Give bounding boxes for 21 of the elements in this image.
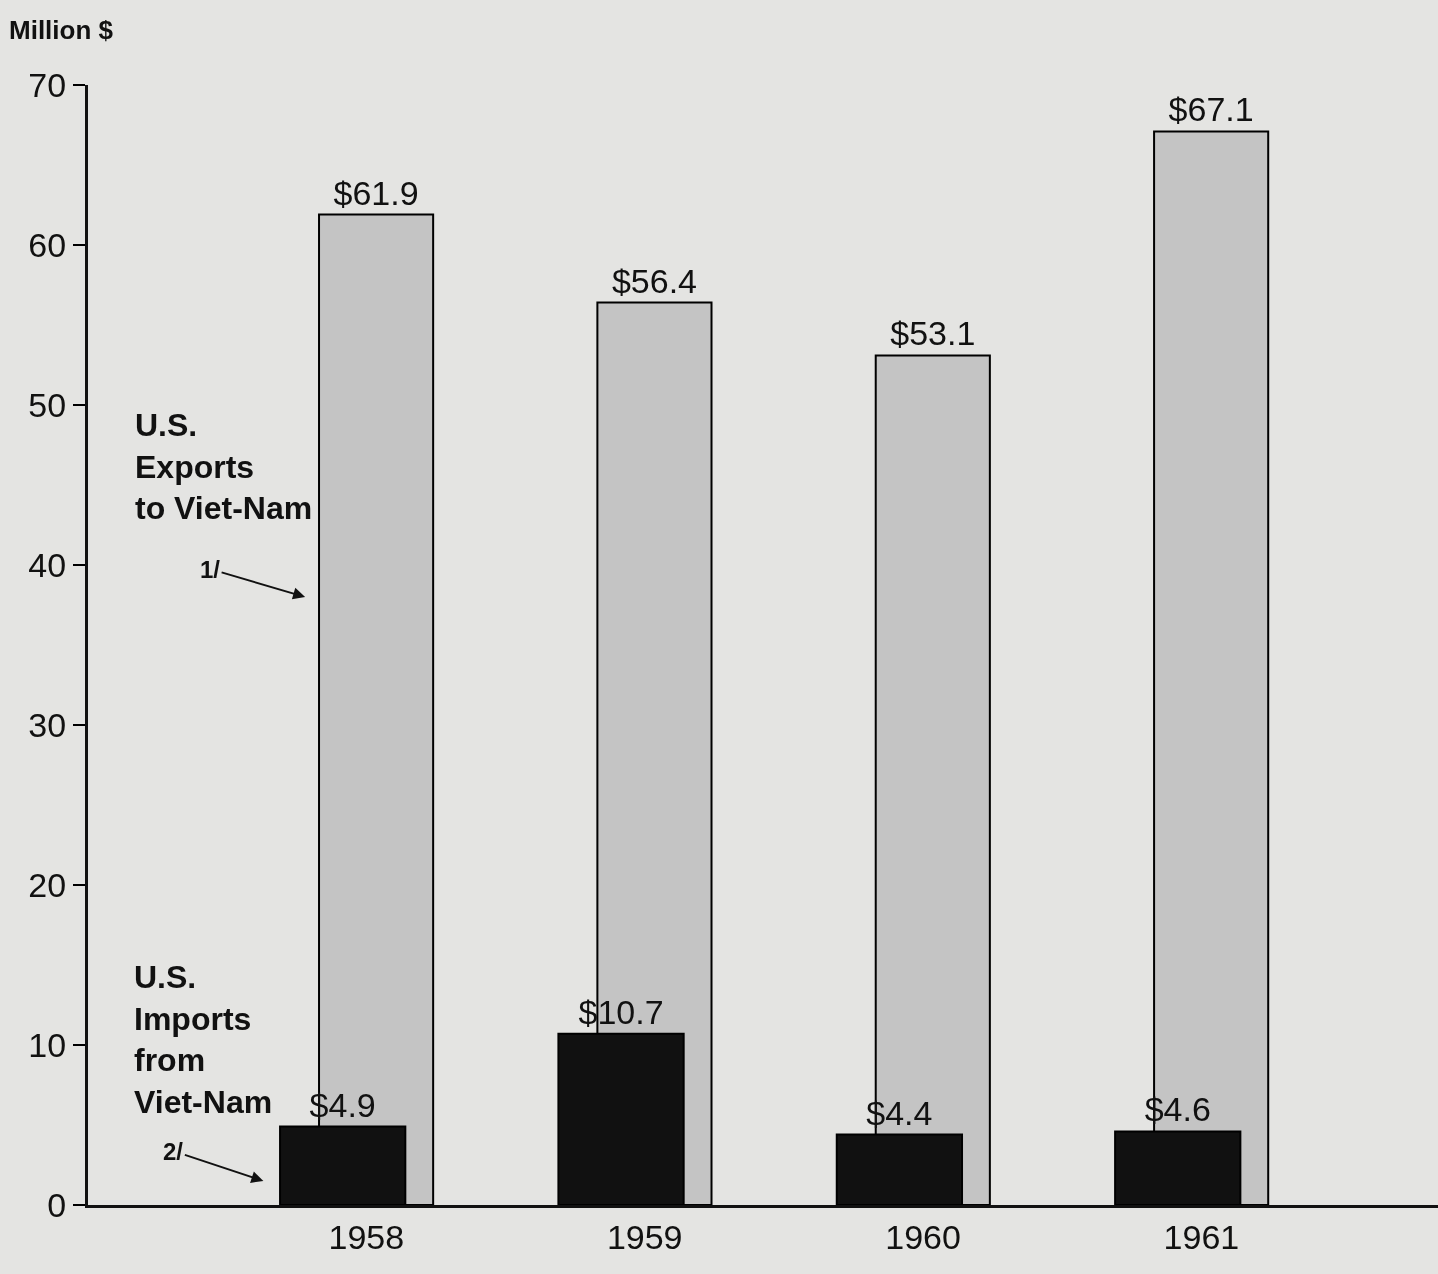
data-label: $56.4 [611, 261, 697, 300]
data-label: $61.9 [333, 173, 419, 212]
y-tick-label: 30 [28, 705, 67, 744]
x-tick-label: 1961 [1163, 1217, 1240, 1256]
y-tick-label: 60 [28, 225, 67, 264]
x-tick-label: 1958 [328, 1217, 405, 1256]
y-axis-title: Million $ [9, 15, 114, 45]
data-label: $67.1 [1168, 90, 1254, 129]
series-label: U.S. Exports to Viet-Nam [135, 407, 313, 527]
y-tick-label: 50 [28, 385, 67, 424]
y-tick-label: 40 [28, 545, 67, 584]
x-tick-label: 1960 [885, 1217, 961, 1256]
y-tick-label: 20 [28, 865, 67, 904]
annotation: 2/ [163, 1138, 184, 1165]
y-tick-label: 0 [47, 1185, 67, 1224]
data-label: $53.1 [890, 314, 976, 353]
series-label: U.S. Imports from Viet-Nam [134, 959, 273, 1120]
y-tick-label: 10 [28, 1025, 67, 1064]
x-tick-label: 1959 [606, 1217, 683, 1256]
y-tick-label: 70 [28, 65, 67, 104]
annotation: 1/ [200, 556, 221, 583]
